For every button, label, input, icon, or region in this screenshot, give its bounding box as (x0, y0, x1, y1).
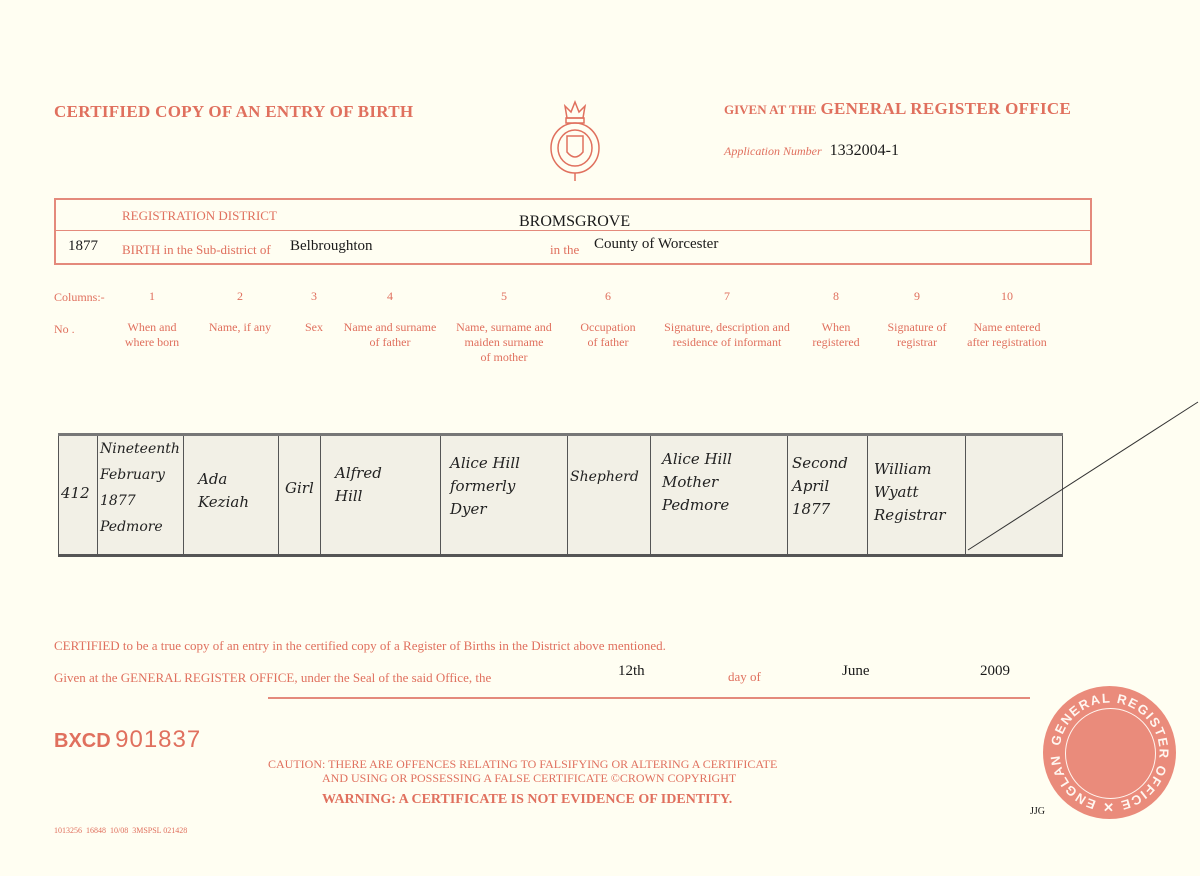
column-title-9: Signature of registrar (887, 320, 947, 349)
registration-district-box (54, 198, 1092, 265)
entry-occupation: Shepherd (570, 469, 639, 485)
column-number-4: 4 (387, 289, 393, 303)
subdistrict-label: BIRTH in the Sub-district of (122, 242, 271, 257)
column-number-8: 8 (833, 289, 839, 303)
warning-text: WARNING: A CERTIFICATE IS NOT EVIDENCE O… (322, 792, 733, 807)
serial-digits: 901837 (115, 726, 202, 753)
certified-text: CERTIFIED to be a true copy of an entry … (54, 638, 666, 653)
entry-informant: Alice Hill Mother Pedmore (662, 450, 732, 514)
royal-crest-icon (550, 99, 600, 181)
caution-line-2: AND USING OR POSSESSING A FALSE CERTIFIC… (322, 771, 737, 785)
signature-rule (268, 697, 1030, 699)
entry-sex: Girl (285, 479, 314, 497)
given-at-prefix: GIVEN AT THE (724, 102, 817, 117)
column-title-8: When registered (812, 320, 860, 349)
registration-district-value: BROMSGROVE (519, 213, 631, 230)
divider (56, 230, 1090, 231)
cancellation-stroke (967, 401, 1199, 551)
in-the-label: in the (550, 242, 580, 257)
county-value: County of Worcester (594, 236, 719, 252)
column-number-6: 6 (605, 289, 611, 303)
application-label: Application Number (724, 144, 822, 158)
column-title-3: Sex (305, 320, 323, 334)
office-name: GENERAL REGISTER OFFICE (820, 99, 1072, 118)
day-of-label: day of (728, 669, 761, 684)
entry-name: Ada Keziah (198, 470, 249, 511)
column-number-7: 7 (724, 289, 730, 303)
issuer-initials: JJG (1030, 806, 1046, 817)
print-code: 1013256 16848 10/08 3MSPSL 021428 (54, 826, 188, 835)
column-number-9: 9 (914, 289, 920, 303)
application-number: 1332004-1 (829, 142, 899, 159)
subdistrict-value: Belbroughton (290, 238, 373, 254)
general-register-office-seal: GENERAL REGISTER OFFICE ✕ ENGLAND ✕ (1043, 686, 1176, 819)
column-number-3: 3 (311, 289, 317, 303)
columns-label: Columns:- (54, 290, 105, 304)
entry-when-where-born: Nineteenth February 1877 Pedmore (100, 441, 180, 535)
column-title-2: Name, if any (208, 320, 272, 334)
register-entry-row (58, 433, 1063, 557)
entry-no: 412 (61, 484, 90, 502)
given-text: Given at the GENERAL REGISTER OFFICE, un… (54, 670, 492, 685)
caution-line-1: CAUTION: THERE ARE OFFENCES RELATING TO … (268, 757, 778, 771)
column-number-5: 5 (501, 289, 507, 303)
application-number-row: Application Number 1332004-1 (724, 142, 899, 160)
registration-district-label: REGISTRATION DISTRICT (122, 208, 277, 223)
given-month: June (842, 663, 870, 679)
serial-prefix: BXCD (54, 730, 111, 752)
given-year: 2009 (980, 663, 1010, 679)
entry-registrar: William Wyatt Registrar (874, 460, 946, 524)
year: 1877 (68, 238, 98, 254)
column-title-1: When and where born (124, 320, 180, 349)
given-day: 12th (618, 663, 645, 679)
column-title-7: Signature, description and residence of … (664, 320, 790, 349)
column-title-4: Name and surname of father (343, 320, 437, 349)
column-number-1: 1 (149, 289, 155, 303)
entry-when-registered: Second April 1877 (792, 454, 848, 518)
column-title-5: Name, surname and maiden surname of moth… (456, 320, 552, 364)
column-number-10: 10 (1001, 289, 1013, 303)
entry-mother: Alice Hill formerly Dyer (450, 454, 520, 518)
no-label: No . (54, 322, 75, 336)
issuing-office: GIVEN AT THE GENERAL REGISTER OFFICE (724, 99, 1071, 119)
column-title-10: Name entered after registration (967, 320, 1047, 349)
certificate-title: CERTIFIED COPY OF AN ENTRY OF BIRTH (54, 102, 414, 121)
column-number-2: 2 (237, 289, 243, 303)
serial-number: BXCD 901837 (54, 726, 201, 754)
column-title-6: Occupation of father (580, 320, 636, 349)
seal-coat-of-arms-icon (1065, 708, 1156, 799)
entry-father: Alfred Hill (335, 464, 382, 505)
